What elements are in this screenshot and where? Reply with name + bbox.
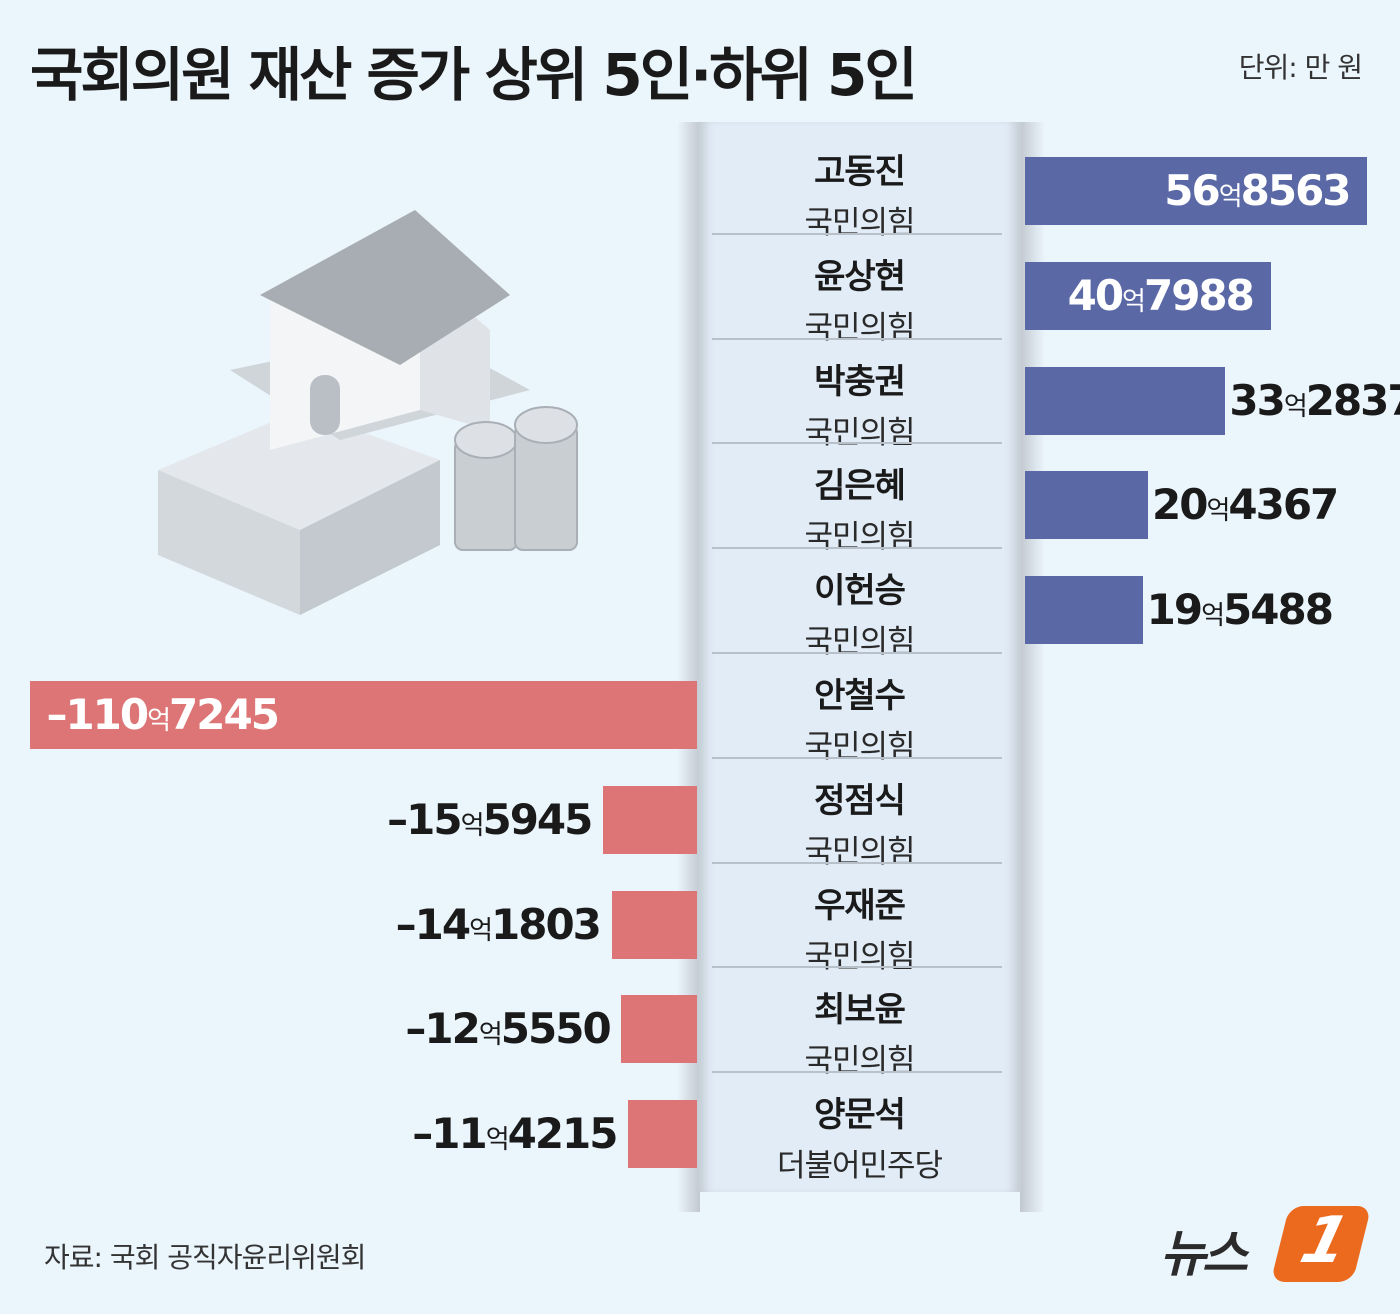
row-divider	[712, 652, 1002, 654]
value-eok-part: 40	[1067, 270, 1124, 320]
source-note: 자료: 국회 공직자윤리위원회	[44, 1241, 366, 1274]
value-man-part: 7245	[169, 690, 280, 739]
value-eok-part: –12	[405, 1004, 480, 1054]
increase-bar	[1025, 471, 1149, 540]
member-party: 국민의힘	[804, 624, 915, 661]
value-eok-unit: 억	[478, 1020, 503, 1051]
name-column	[697, 122, 1022, 1192]
member-party: 국민의힘	[804, 205, 915, 241]
row-divider	[712, 756, 1002, 759]
value-eok-unit: 억	[1283, 391, 1308, 422]
member-name: 박충권	[814, 361, 906, 402]
logo-mark-text: 1	[1293, 1204, 1357, 1278]
chart-title: 국회의원 재산 증가 상위 5인·하위 5인	[30, 41, 918, 109]
value-man-part: 5550	[500, 1004, 612, 1054]
member-party: 국민의힘	[804, 309, 915, 346]
row-divider	[712, 861, 1002, 864]
row-divider	[712, 337, 1002, 340]
member-party: 국민의힘	[804, 833, 915, 870]
value-eok-part: 19	[1146, 585, 1203, 635]
value-eok-unit: 억	[1206, 496, 1230, 527]
value-man-part: 5488	[1223, 585, 1334, 635]
row-divider	[712, 547, 1002, 550]
value-eok-part: –14	[395, 899, 471, 949]
increase-bar	[1025, 157, 1368, 225]
value-eok-unit: 억	[147, 706, 171, 736]
value-label: 20억4367	[1152, 471, 1339, 545]
decrease-bar	[611, 890, 697, 959]
value-label: –110억7245	[46, 681, 280, 755]
member-name: 이헌승	[814, 571, 906, 612]
value-label: 19억5488	[1146, 576, 1334, 650]
member-name: 고동진	[814, 152, 906, 192]
value-man-part: 1803	[491, 899, 602, 949]
value-eok-unit: 억	[485, 1125, 510, 1156]
value-eok-unit: 억	[460, 810, 485, 841]
member-name: 최보윤	[814, 990, 906, 1031]
house-money-illustration	[158, 210, 578, 615]
value-label: –11억4215	[412, 1100, 619, 1174]
member-name: 양문석	[814, 1095, 906, 1136]
member-name: 김은혜	[814, 466, 906, 507]
member-party: 국민의힘	[804, 1043, 915, 1080]
logo-text: 뉴스	[1160, 1225, 1248, 1283]
value-eok-part: –11	[412, 1109, 487, 1159]
value-man-part: 8563	[1240, 166, 1352, 215]
decrease-bar	[30, 681, 697, 749]
value-eok-part: –15	[387, 794, 462, 844]
member-name: 우재준	[814, 885, 906, 926]
value-label: –15억5945	[387, 786, 593, 860]
member-name: 정점식	[814, 780, 906, 821]
decrease-bar	[621, 995, 697, 1064]
value-man-part: 4367	[1228, 480, 1339, 530]
unit-label: 단위: 만 원	[1238, 51, 1363, 84]
logo-mark: 1	[1270, 1204, 1372, 1282]
value-man-part: 7988	[1143, 270, 1255, 320]
increase-bar	[1025, 261, 1271, 330]
value-eok-part: 56	[1164, 166, 1220, 215]
row-divider	[712, 1071, 1002, 1074]
member-party: 국민의힘	[804, 729, 915, 765]
increase-bar	[1025, 366, 1226, 435]
row-divider	[712, 442, 1002, 445]
member-party: 국민의힘	[804, 519, 915, 556]
value-eok-unit: 억	[1218, 182, 1243, 212]
value-label: 40억7988	[1067, 262, 1255, 336]
member-party: 더불어민주당	[776, 1148, 943, 1185]
news1-logo: 뉴스 1	[1160, 1204, 1372, 1286]
value-man-part: 5945	[482, 794, 593, 844]
value-eok-part: 33	[1229, 375, 1285, 425]
value-man-part: 4215	[507, 1109, 619, 1159]
value-eok-unit: 억	[1122, 286, 1146, 317]
row-divider	[712, 966, 1002, 969]
member-name: 안철수	[814, 676, 906, 716]
row-divider	[712, 232, 1002, 235]
value-man-part: 2837	[1305, 375, 1400, 425]
value-label: –12억5550	[405, 995, 612, 1069]
value-label: 56억8563	[1164, 157, 1352, 231]
value-label: –14억1803	[395, 891, 602, 965]
member-party: 국민의힘	[804, 414, 915, 451]
value-eok-part: –110	[46, 690, 149, 739]
value-label: 33억2837	[1229, 367, 1400, 441]
member-party: 국민의힘	[804, 938, 915, 975]
decrease-bar	[628, 1100, 697, 1169]
value-eok-part: 20	[1152, 480, 1208, 530]
increase-bar	[1025, 576, 1143, 645]
decrease-bar	[603, 785, 697, 854]
value-eok-unit: 억	[1201, 601, 1225, 632]
member-name: 윤상현	[814, 256, 906, 297]
value-eok-unit: 억	[469, 915, 493, 946]
